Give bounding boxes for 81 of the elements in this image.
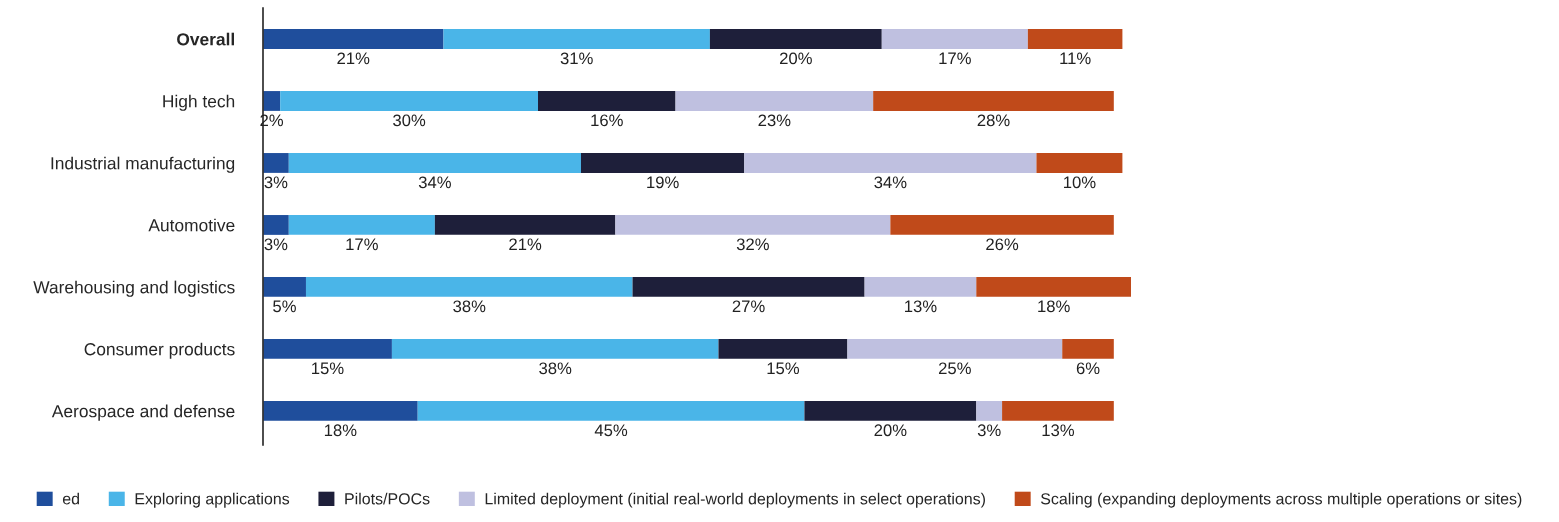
data-label: 45% xyxy=(594,424,628,437)
bar xyxy=(632,277,865,297)
bar xyxy=(718,339,848,359)
data-label: 18% xyxy=(324,424,357,437)
bar xyxy=(864,277,977,297)
bar xyxy=(1036,153,1123,173)
data-label: 38% xyxy=(453,300,486,313)
y-tick-label: Overall xyxy=(177,32,234,46)
data-label: 15% xyxy=(312,362,344,375)
data-label: 3% xyxy=(977,424,1001,437)
bar xyxy=(890,215,1114,235)
bar xyxy=(280,91,539,111)
bar xyxy=(675,91,874,111)
bar xyxy=(263,277,306,297)
data-label: 13% xyxy=(905,300,937,313)
bar xyxy=(976,277,1131,297)
data-label: 28% xyxy=(977,114,1010,127)
data-label: 17% xyxy=(939,52,971,65)
legend-label: Pilots/POCs xyxy=(345,492,430,505)
data-label: 34% xyxy=(418,176,451,189)
bar xyxy=(417,400,805,421)
bar xyxy=(847,339,1063,359)
data-label: 38% xyxy=(539,362,572,375)
y-tick-label: Automotive xyxy=(148,218,235,232)
data-label: 23% xyxy=(758,114,791,127)
data-label: 25% xyxy=(938,362,971,375)
legend-label: Scaling (expanding deployments across multiple operations or sites) xyxy=(1040,492,1522,508)
bar xyxy=(1002,400,1114,421)
data-label: 13% xyxy=(1042,424,1075,437)
data-label: 31% xyxy=(560,52,593,65)
bar xyxy=(538,91,676,111)
bar xyxy=(305,277,633,297)
data-label: 16% xyxy=(591,114,623,127)
bar xyxy=(391,339,719,359)
data-label: 10% xyxy=(1064,176,1096,189)
bar xyxy=(709,29,882,49)
data-label: 19% xyxy=(647,176,679,189)
data-label: 20% xyxy=(779,52,812,65)
data-label: 3% xyxy=(264,238,288,251)
bar xyxy=(263,153,289,173)
bar xyxy=(881,29,1028,49)
data-label: 6% xyxy=(1076,362,1100,375)
data-label: 21% xyxy=(337,52,370,65)
y-tick-label: Aerospace and defense xyxy=(51,404,235,421)
bar xyxy=(804,400,977,421)
bar xyxy=(263,400,418,421)
data-label: 3% xyxy=(264,176,288,189)
bar xyxy=(263,215,289,235)
data-label: 11% xyxy=(1060,52,1091,65)
bar xyxy=(580,153,745,173)
bar xyxy=(1062,339,1114,359)
y-tick-label: High tech xyxy=(163,94,235,111)
data-label: 20% xyxy=(874,424,907,437)
data-label: 32% xyxy=(736,238,769,251)
data-label: 34% xyxy=(874,176,907,189)
bar xyxy=(288,215,435,235)
data-label: 15% xyxy=(767,362,800,375)
bar xyxy=(263,91,281,111)
bar xyxy=(615,215,891,235)
bar xyxy=(443,29,710,49)
data-label: 26% xyxy=(986,238,1019,251)
bar xyxy=(263,339,392,359)
bar xyxy=(744,153,1037,173)
data-label: 30% xyxy=(393,114,426,127)
bar xyxy=(263,29,444,49)
data-label: 21% xyxy=(509,238,542,251)
legend-label: Limited deployment (initial real-world deployments in select operations) xyxy=(485,492,985,508)
bar xyxy=(288,153,581,173)
y-tick-label: Warehousing and logistics xyxy=(33,280,235,297)
data-label: 27% xyxy=(732,300,765,313)
bar xyxy=(976,400,1003,421)
y-tick-label: Industrial manufacturing xyxy=(51,156,235,173)
bar xyxy=(1027,29,1123,49)
legend-label: ed xyxy=(62,492,79,505)
legend-label: Exploring applications xyxy=(135,492,290,508)
y-tick-label: Consumer products xyxy=(84,342,235,359)
bar xyxy=(873,91,1114,111)
bar xyxy=(434,215,616,235)
data-label: 18% xyxy=(1038,300,1070,313)
data-label: 5% xyxy=(273,300,296,313)
data-label: 17% xyxy=(346,238,378,251)
